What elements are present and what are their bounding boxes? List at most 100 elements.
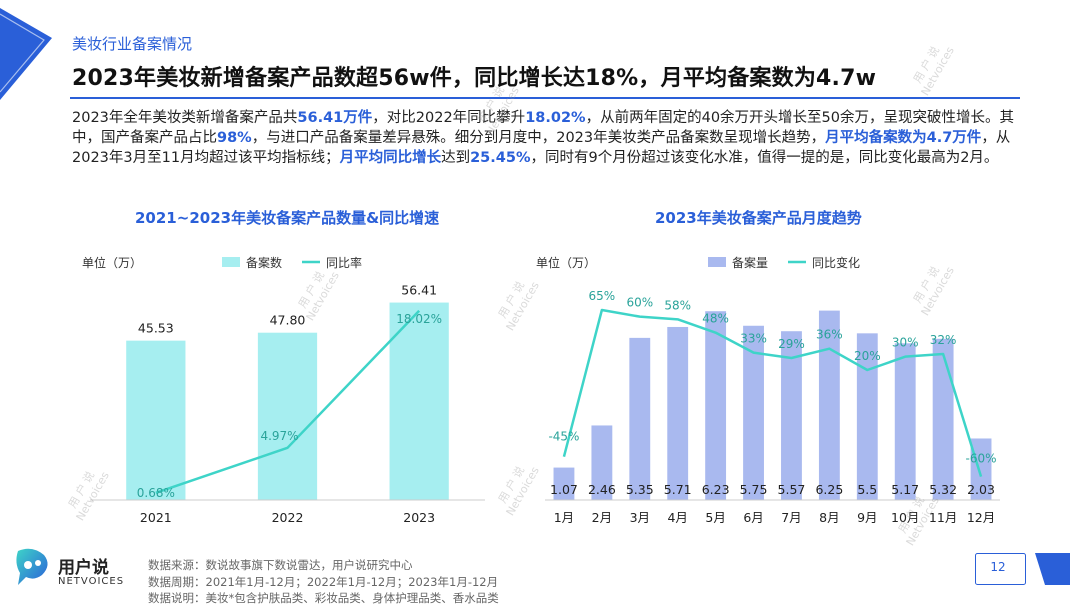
bar (629, 337, 651, 500)
bar-value-label: 5.75 (740, 482, 768, 497)
summary-text: ，与进口产品备案量差异悬殊。细分到月度中，2023年美妆类产品备案数呈现增长趋势… (251, 130, 826, 146)
bar-value-label: 47.80 (270, 313, 306, 328)
summary-text: ，对比2022年同比攀升 (372, 110, 526, 126)
logo-subtext: NETVOICES (58, 576, 125, 587)
bar-value-label: 6.25 (815, 482, 843, 497)
line-value-label: 0.68% (137, 486, 175, 500)
line-value-label: 18.02% (396, 312, 442, 326)
chart-title-monthly: 2023年美妆备案产品月度趋势 (655, 209, 862, 227)
bar (591, 425, 613, 500)
legend-swatch-bar (222, 257, 240, 267)
summary-text: 2023年全年美妆类新增备案产品共 (72, 110, 298, 126)
bar (856, 333, 878, 500)
line-value-label: 60% (626, 296, 653, 310)
bar-value-label: 6.23 (702, 482, 730, 497)
summary-text: ，从前两年固定的40余万开头增长至50余万，呈现突破性增长。其中，国产备案产品占… (72, 110, 1014, 146)
bar (667, 326, 689, 500)
summary-highlight: 月平均同比增长 (339, 150, 442, 166)
bar-value-label: 2.03 (967, 482, 995, 497)
bar (743, 325, 764, 500)
bar-value-label: 56.41 (401, 283, 437, 298)
logo-text: 用户说 (58, 558, 109, 578)
bar (705, 311, 727, 500)
line-value-label: -45% (548, 430, 579, 444)
line-value-label: 29% (778, 337, 805, 351)
bar (781, 331, 802, 500)
chart-title-yearly: 2021~2023年美妆备案产品数量&同比增速 (135, 209, 440, 227)
legend-swatch-bar (708, 257, 726, 267)
x-tick-label: 3月 (630, 510, 650, 525)
legend-label-bar: 备案数 (246, 255, 282, 270)
line-value-label: 33% (740, 332, 767, 346)
legend-label-line: 同比率 (326, 255, 362, 270)
unit-label: 单位（万） (536, 255, 596, 270)
x-tick-label: 8月 (819, 510, 839, 525)
line-value-label: 32% (930, 333, 957, 347)
line-value-label: 30% (892, 336, 919, 350)
summary-paragraph: 2023年全年美妆类新增备案产品共56.41万件，对比2022年同比攀升18.0… (72, 108, 1022, 168)
x-tick-label: 7月 (781, 510, 801, 525)
page-number: 12 (990, 560, 1006, 574)
bar (932, 338, 954, 500)
page-badge (975, 553, 1070, 585)
bar-value-label: 5.71 (664, 482, 692, 497)
line-value-label: 58% (664, 298, 691, 312)
bar-value-label: 5.32 (929, 482, 957, 497)
summary-highlight: 18.02% (525, 110, 586, 126)
bar-value-label: 1.07 (550, 482, 578, 497)
footer-source: 数据来源：数说故事旗下数说雷达，用户说研究中心 (148, 558, 413, 572)
x-tick-label: 5月 (705, 510, 725, 525)
x-tick-label: 12月 (967, 510, 995, 525)
line-value-label: 48% (702, 312, 729, 326)
x-tick-label: 4月 (667, 510, 687, 525)
corner-decoration (0, 8, 52, 100)
x-tick-label: 9月 (857, 510, 877, 525)
legend-label-line: 同比变化 (812, 255, 860, 270)
bar-value-label: 5.17 (891, 482, 919, 497)
bar (894, 343, 916, 500)
footer-period: 数据周期：2021年1月-12月；2022年1月-12月；2023年1月-12月 (148, 575, 499, 589)
line-value-label: 4.97% (260, 429, 298, 443)
bar (257, 332, 318, 500)
bar-value-label: 5.57 (778, 482, 806, 497)
line-value-label: -60% (966, 452, 997, 466)
x-tick-label: 1月 (554, 510, 574, 525)
page-title: 2023年美妆新增备案产品数超56w件，同比增长达18%，月平均备案数为4.7w (72, 66, 877, 91)
summary-highlight: 25.45% (470, 150, 531, 166)
monthly-chart: 单位（万） 备案量 同比变化 1.07 1月 2.46 2月 5.35 3月 5.71 4月 6.23… (536, 255, 1000, 525)
yearly-chart: 单位（万） 备案数 同比率 45.53 2021 47.80 2022 56.41 2023 0.… (82, 255, 485, 525)
bar (126, 340, 186, 500)
bar (818, 310, 840, 500)
x-tick-label: 10月 (891, 510, 919, 525)
x-tick-label: 2月 (592, 510, 612, 525)
bar-value-label: 2.46 (588, 482, 616, 497)
x-tick-label: 11月 (929, 510, 957, 525)
bar (553, 467, 575, 500)
summary-highlight: 98% (217, 130, 252, 146)
x-tick-label: 2021 (140, 510, 172, 525)
summary-text: ，从2023年3月至11月均超过该平均指标线； (72, 130, 1011, 166)
bar-value-label: 45.53 (138, 321, 174, 336)
line-value-label: 20% (854, 349, 881, 363)
section-label: 美妆行业备案情况 (72, 35, 193, 53)
unit-label: 单位（万） (82, 255, 142, 270)
bar (389, 302, 449, 500)
x-tick-label: 2023 (403, 510, 435, 525)
summary-highlight: 56.41万件 (297, 110, 373, 126)
title-divider (70, 97, 1020, 99)
summary-text: 达到 (441, 150, 471, 166)
x-tick-label: 2022 (272, 510, 304, 525)
legend-label-bar: 备案量 (732, 255, 768, 270)
trend-line (562, 308, 983, 478)
trend-line (155, 309, 421, 495)
bar-value-label: 5.5 (857, 482, 877, 497)
bar-value-label: 5.35 (626, 482, 654, 497)
footer-note: 数据说明：美妆*包含护肤品类、彩妆品类、身体护理品类、香水品类 (148, 591, 499, 605)
summary-text: ，同时有9个月份超过该变化水准，值得一提的是，同比变化最高为2月。 (530, 150, 999, 166)
line-value-label: 36% (816, 328, 843, 342)
summary-highlight: 月平均备案数为4.7万件 (825, 130, 982, 146)
logo-icon (16, 548, 48, 585)
x-tick-label: 6月 (743, 510, 763, 525)
line-value-label: 65% (589, 289, 616, 303)
